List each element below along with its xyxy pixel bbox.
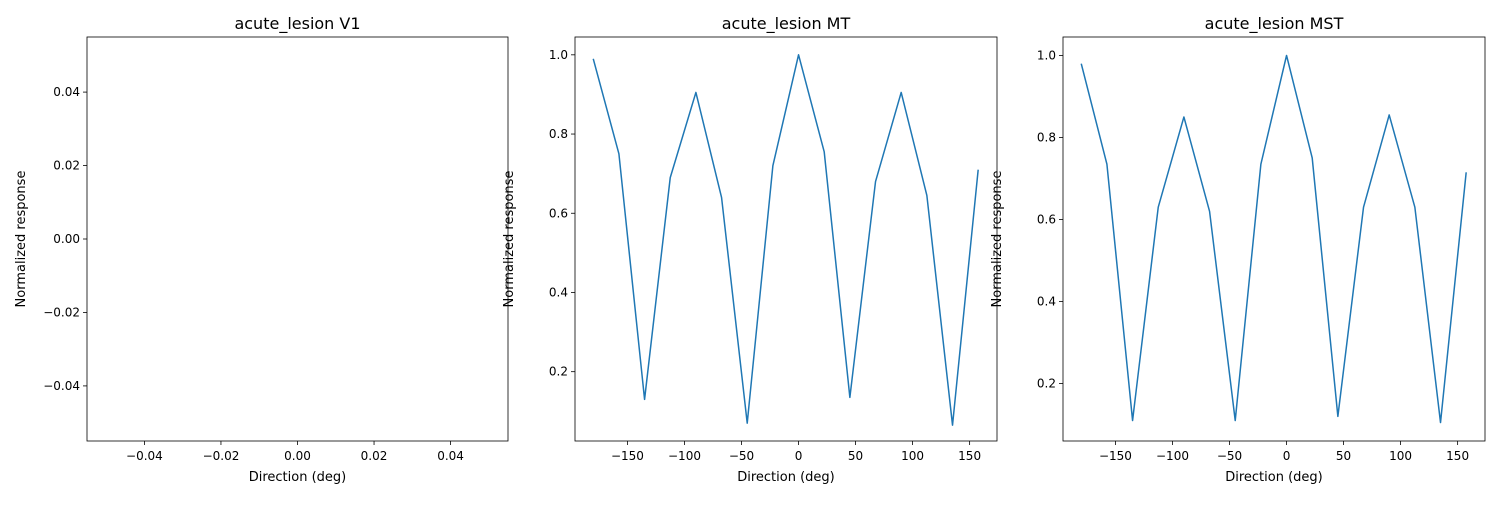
x-axis-label-v1: Direction (deg)	[249, 470, 347, 485]
y-tick-label-mst: 0.4	[1037, 295, 1056, 309]
axes-frame-mst	[1062, 36, 1486, 442]
x-tick-label-v1: 0.04	[437, 449, 464, 463]
x-axis-label-mt: Direction (deg)	[737, 470, 835, 485]
series-line-mst-0	[1080, 54, 1467, 424]
x-tick-label-v1: 0.02	[361, 449, 388, 463]
x-tick-label-mst: 50	[1336, 449, 1351, 463]
chart-title-mt: acute_lesion MT	[722, 14, 851, 34]
x-tick-label-v1: −0.04	[126, 449, 163, 463]
chart-title-v1: acute_lesion V1	[234, 14, 360, 34]
x-tick-label-mst: −100	[1156, 449, 1189, 463]
y-tick-label-mt: 0.4	[549, 285, 568, 299]
y-axis-label-v1: Normalized response	[14, 171, 29, 308]
axes-frame-mt	[574, 36, 998, 442]
y-tick-label-mt: 0.8	[549, 127, 568, 141]
y-tick-label-mt: 1.0	[549, 48, 568, 62]
x-tick-label-mt: 100	[901, 449, 924, 463]
x-tick-label-mt: −100	[668, 449, 701, 463]
panel-mt: acute_lesion MT −150 −100 −50 0 50 100 150 0.2 0.…	[502, 14, 998, 485]
panel-mst: acute_lesion MST −150 −100 −50 0 50 100 150 0.2 0…	[990, 14, 1486, 485]
x-tick-label-mt: −50	[729, 449, 754, 463]
x-tick-label-mt: −150	[611, 449, 644, 463]
y-tick-label-v1: 0.00	[53, 232, 80, 246]
x-tick-label-v1: 0.00	[284, 449, 311, 463]
y-axis-label-mst: Normalized response	[990, 171, 1005, 308]
y-tick-label-mst: 0.2	[1037, 377, 1056, 391]
y-tick-label-v1: 0.02	[53, 159, 80, 173]
y-tick-label-mt: 0.2	[549, 365, 568, 379]
x-tick-label-mt: 50	[848, 449, 863, 463]
y-tick-label-v1: −0.04	[43, 379, 80, 393]
series-line-mt-0	[592, 54, 979, 426]
y-axis-label-mt: Normalized response	[502, 171, 517, 308]
x-tick-label-mst: 0	[1283, 449, 1291, 463]
x-axis-label-mst: Direction (deg)	[1225, 470, 1323, 485]
chart-title-mst: acute_lesion MST	[1205, 14, 1344, 34]
y-tick-label-mt: 0.6	[549, 206, 568, 220]
x-tick-label-mst: −150	[1099, 449, 1132, 463]
panel-v1: acute_lesion V1 −0.04 −0.02 0.00 0.02 0.04 −0.…	[14, 14, 509, 485]
y-tick-label-mst: 0.6	[1037, 213, 1056, 227]
x-tick-label-mst: 150	[1446, 449, 1469, 463]
x-tick-label-mst: −50	[1217, 449, 1242, 463]
y-tick-label-mst: 1.0	[1037, 48, 1056, 62]
x-tick-label-mt: 0	[795, 449, 803, 463]
y-tick-label-v1: 0.04	[53, 85, 80, 99]
x-tick-label-mt: 150	[958, 449, 981, 463]
y-tick-label-v1: −0.02	[43, 305, 80, 319]
x-tick-label-v1: −0.02	[203, 449, 240, 463]
y-tick-label-mst: 0.8	[1037, 130, 1056, 144]
x-tick-label-mst: 100	[1389, 449, 1412, 463]
